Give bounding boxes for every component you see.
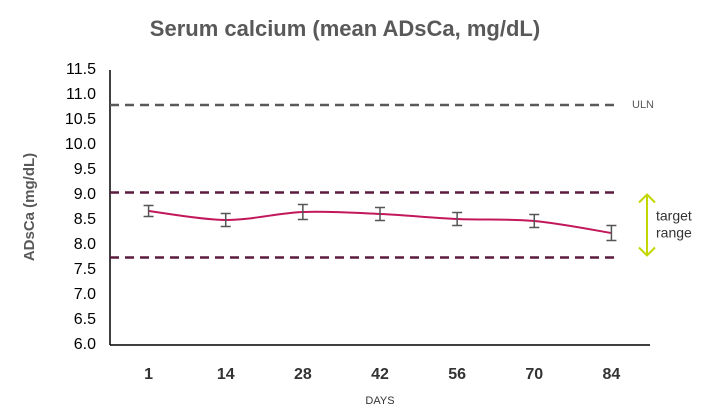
y-tick-label: 7.0 <box>74 286 96 303</box>
reference-label: ULN <box>632 99 654 111</box>
y-tick-label: 8.0 <box>74 236 96 253</box>
target-label: target range <box>656 207 692 240</box>
y-tick-label: 8.5 <box>74 211 96 228</box>
error-bar <box>220 212 231 228</box>
error-bar <box>606 224 617 242</box>
x-tick-label: 84 <box>603 366 621 383</box>
y-tick-label: 10.5 <box>65 111 96 128</box>
error-bar <box>143 204 154 218</box>
y-tick-label: 6.5 <box>74 311 96 328</box>
y-tick-label: 11.0 <box>66 86 96 103</box>
y-axis-label: ADsCa (mg/dL) <box>21 153 38 261</box>
error-bar <box>529 213 540 229</box>
error-bar <box>375 206 385 222</box>
error-bar <box>452 211 463 227</box>
y-tick-label: 9.5 <box>74 161 96 178</box>
x-tick-label: 1 <box>144 366 153 383</box>
y-tick-label: 7.5 <box>74 261 96 278</box>
chart-title: Serum calcium (mean ADsCa, mg/dL) <box>150 16 540 41</box>
y-tick-label: 9.0 <box>74 186 96 203</box>
x-tick-label: 14 <box>217 366 235 383</box>
x-axis-label: DAYS <box>365 395 394 407</box>
x-tick-label: 42 <box>371 366 389 383</box>
y-tick-label: 6.0 <box>74 336 96 353</box>
x-tick-label: 56 <box>448 366 466 383</box>
x-tick-label: 28 <box>294 366 312 383</box>
y-tick-label: 10.0 <box>65 136 96 153</box>
y-tick-label: 11.5 <box>66 61 96 78</box>
target-arrowhead <box>638 193 656 257</box>
x-tick-label: 70 <box>525 366 543 383</box>
error-bar <box>297 203 308 221</box>
